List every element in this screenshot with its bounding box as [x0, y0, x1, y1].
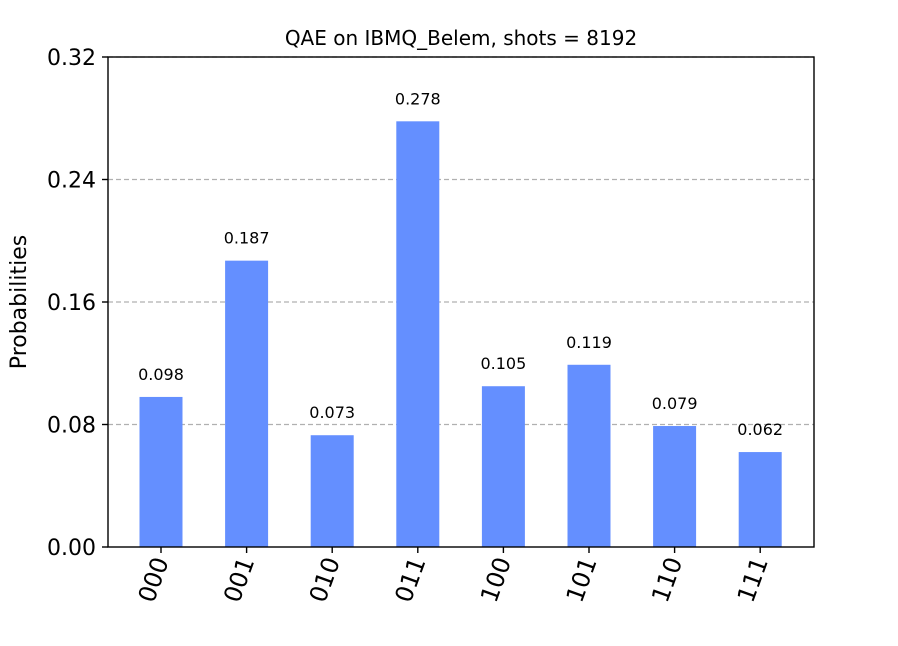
y-axis-ticks: 0.00 0.08 0.16 0.24 0.32 — [47, 46, 108, 561]
y-axis-label: Probabilities — [7, 235, 32, 369]
bar-011 — [396, 121, 440, 547]
bar-value-label: 0.105 — [480, 354, 526, 373]
bar-001 — [225, 260, 269, 547]
x-tick-label: 100 — [475, 553, 517, 606]
x-tick-label: 011 — [389, 553, 431, 606]
y-tick-label: 0.32 — [47, 46, 96, 71]
x-tick-label: 111 — [732, 553, 774, 606]
bar-111 — [738, 452, 782, 547]
x-tick-label: 010 — [304, 553, 346, 606]
bar-value-label: 0.187 — [224, 229, 270, 248]
bar-value-label: 0.119 — [566, 333, 612, 352]
x-tick-label: 000 — [133, 553, 175, 606]
chart-title: QAE on IBMQ_Belem, shots = 8192 — [285, 26, 637, 50]
bar-value-labels: 0.098 0.187 0.073 0.278 0.105 0.119 0.079 0.062 — [138, 89, 783, 439]
bars — [139, 121, 782, 547]
bar-value-label: 0.278 — [395, 89, 441, 108]
bar-value-label: 0.073 — [309, 403, 355, 422]
bar-value-label: 0.079 — [652, 394, 698, 413]
y-tick-label: 0.00 — [47, 536, 96, 561]
bar-value-label: 0.062 — [737, 420, 783, 439]
y-tick-label: 0.24 — [47, 169, 96, 194]
grid-lines — [108, 56, 814, 426]
x-tick-label: 110 — [646, 553, 688, 606]
bar-value-label: 0.098 — [138, 365, 184, 384]
bar-000 — [139, 396, 183, 547]
x-axis-ticks: 000 001 010 011 100 101 110 111 — [133, 547, 774, 606]
bar-010 — [310, 435, 354, 547]
bar-110 — [653, 426, 697, 547]
bar-101 — [567, 364, 611, 547]
y-tick-label: 0.08 — [47, 414, 96, 439]
bar-100 — [481, 386, 525, 547]
x-tick-label: 101 — [561, 553, 603, 606]
y-tick-label: 0.16 — [47, 291, 96, 316]
x-tick-label: 001 — [218, 553, 260, 606]
